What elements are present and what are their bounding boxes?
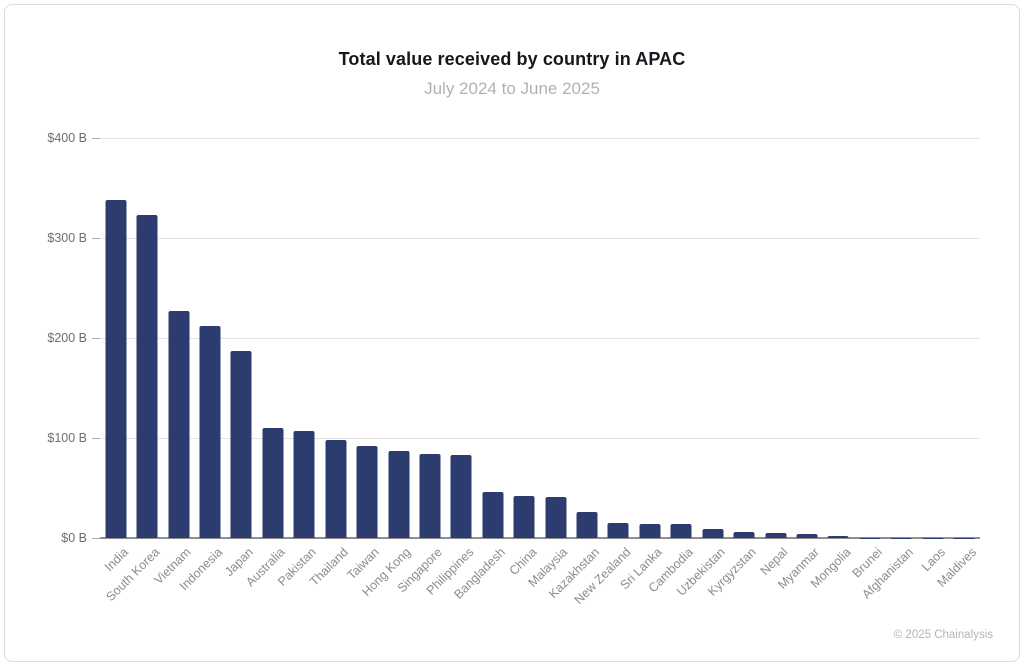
y-tick-mark [92, 238, 100, 239]
bar-column: Brunei [849, 138, 885, 580]
bar-column: Kazakhstan [546, 138, 602, 601]
bar-column: Myanmar [775, 138, 822, 592]
bar-column: Hong Kong [359, 138, 414, 599]
bar [545, 497, 567, 538]
bar [356, 446, 378, 538]
bar [450, 455, 472, 538]
y-tick-mark [92, 138, 100, 139]
bar [105, 200, 127, 538]
y-tick-label: $100 B [47, 431, 87, 445]
bar-column: Maldives [934, 138, 979, 590]
chart-title: Total value received by country in APAC [338, 49, 686, 69]
bar [168, 311, 190, 538]
y-tick-label: $300 B [47, 231, 87, 245]
bar-column: Thailand [307, 138, 351, 589]
bar [796, 533, 818, 538]
bar-column: Malaysia [526, 138, 571, 590]
chart-subtitle: July 2024 to June 2025 [424, 79, 600, 98]
copyright-text: © 2025 Chainalysis [893, 629, 993, 641]
bar [827, 536, 849, 538]
gridline [100, 438, 980, 439]
chart-header: Total value received by country in APAC … [5, 5, 1019, 99]
bar [388, 451, 409, 538]
bar-column: Laos [917, 138, 948, 574]
bar-column: South Korea [103, 138, 162, 604]
bar-column: Indonesia [177, 138, 225, 593]
bar-column: Australia [243, 138, 288, 589]
y-tick-mark [92, 338, 100, 339]
bar-column: New Zealand [571, 138, 634, 607]
plot-area: $0 B $100 B $200 B $300 B $400 B India South … [47, 131, 980, 607]
bar-column: Singapore [395, 138, 445, 595]
bars-row: India South Korea Vietnam Indonesia Japan Aus… [100, 138, 980, 607]
bar-column: Kyrgyzstan [705, 138, 759, 599]
bar-column: Japan [222, 138, 257, 579]
bar [199, 326, 221, 538]
bar-column: Nepal [757, 138, 791, 578]
bar [607, 523, 629, 538]
bar-column: Pakistan [275, 138, 320, 589]
bar [325, 440, 347, 538]
chart-card: Total value received by country in APAC … [4, 4, 1020, 662]
bar-column: China [506, 138, 539, 578]
bar [639, 523, 661, 538]
gridline [100, 338, 980, 339]
bar [670, 524, 692, 538]
bar-column: Afghanistan [860, 138, 917, 602]
y-tick-mark [92, 438, 100, 439]
y-tick-label: $400 B [47, 131, 87, 145]
bar [482, 492, 504, 538]
bar [513, 496, 535, 538]
bar [859, 537, 881, 538]
y-tick-label: $0 B [61, 531, 87, 545]
bar [262, 428, 284, 538]
bar-column: Mongolia [808, 138, 854, 591]
bar-column: Philippines [424, 138, 477, 598]
bar-column: Vietnam [151, 138, 194, 587]
y-tick-mark [92, 538, 100, 539]
bar-column: Sri Lanka [618, 138, 665, 592]
y-tick-label: $200 B [47, 331, 87, 345]
bar [293, 431, 315, 538]
bar [702, 529, 724, 538]
bar [765, 532, 787, 538]
gridline [100, 238, 980, 239]
bar-column: Taiwan [345, 138, 382, 582]
gridline [100, 138, 980, 139]
bar-column: Bangladesh [451, 138, 508, 602]
bar [230, 351, 252, 538]
bar [576, 512, 598, 538]
bar [136, 215, 158, 538]
x-axis-line [100, 537, 980, 539]
bar-column: India [100, 138, 131, 574]
bar [419, 454, 441, 538]
bar [733, 532, 755, 538]
bar-column: Cambodia [646, 138, 697, 595]
bar-column: Uzbekistan [674, 138, 728, 599]
